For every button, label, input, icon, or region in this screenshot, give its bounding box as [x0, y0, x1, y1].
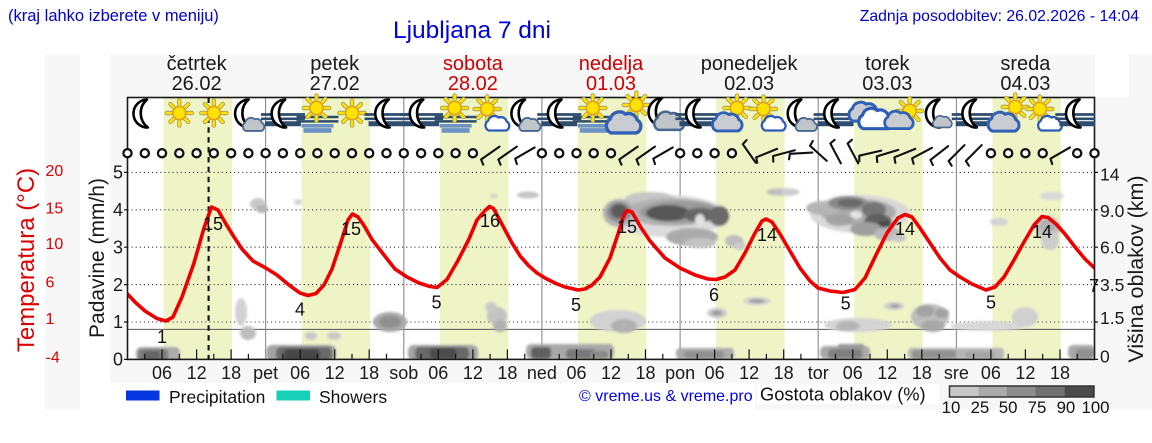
- svg-text:10: 10: [46, 236, 64, 253]
- svg-text:6.0: 6.0: [1100, 237, 1125, 257]
- svg-text:18: 18: [497, 363, 517, 383]
- svg-text:18: 18: [774, 363, 794, 383]
- svg-text:tor: tor: [808, 363, 829, 383]
- svg-text:75: 75: [1028, 398, 1047, 417]
- svg-text:25: 25: [971, 398, 990, 417]
- svg-text:02.03: 02.03: [724, 73, 774, 95]
- svg-text:12: 12: [463, 363, 483, 383]
- svg-text:2: 2: [113, 275, 123, 295]
- svg-text:petek: petek: [310, 53, 360, 75]
- svg-text:1: 1: [157, 327, 167, 347]
- svg-text:ned: ned: [527, 363, 557, 383]
- svg-text:15: 15: [617, 217, 637, 237]
- svg-text:nedelja: nedelja: [579, 53, 644, 75]
- svg-text:© vreme.us & vreme.pro: © vreme.us & vreme.pro: [579, 388, 753, 405]
- svg-text:06: 06: [290, 363, 310, 383]
- svg-text:sob: sob: [389, 363, 418, 383]
- svg-text:0: 0: [1100, 347, 1110, 367]
- svg-text:1: 1: [46, 311, 55, 328]
- svg-text:5: 5: [571, 295, 581, 315]
- svg-text:18: 18: [635, 363, 655, 383]
- svg-text:Gostota oblakov (%): Gostota oblakov (%): [760, 384, 926, 405]
- svg-text:16: 16: [480, 211, 500, 231]
- svg-text:15: 15: [203, 214, 223, 234]
- svg-text:-4: -4: [46, 349, 60, 366]
- svg-text:15: 15: [341, 219, 361, 239]
- svg-text:18: 18: [1050, 363, 1070, 383]
- svg-text:14: 14: [757, 225, 777, 245]
- svg-text:14: 14: [1032, 222, 1052, 242]
- svg-text:5: 5: [986, 293, 996, 313]
- svg-text:Showers: Showers: [319, 387, 387, 407]
- svg-text:Ljubljana 7 dni: Ljubljana 7 dni: [393, 17, 551, 44]
- svg-text:15: 15: [46, 201, 64, 218]
- svg-text:5: 5: [431, 293, 441, 313]
- svg-text:Zadnja posodobitev: 26.02.2026: Zadnja posodobitev: 26.02.2026 - 14:04: [860, 8, 1140, 25]
- svg-text:6: 6: [46, 275, 55, 292]
- svg-text:3: 3: [113, 237, 123, 257]
- svg-text:0: 0: [113, 350, 123, 370]
- svg-text:1.5: 1.5: [1100, 308, 1124, 328]
- svg-text:10: 10: [942, 398, 961, 417]
- svg-text:18: 18: [912, 363, 932, 383]
- svg-text:28.02: 28.02: [448, 73, 498, 95]
- svg-text:torek: torek: [865, 53, 910, 75]
- svg-text:14: 14: [895, 219, 915, 239]
- svg-text:50: 50: [999, 398, 1018, 417]
- svg-text:Padavine (mm/h): Padavine (mm/h): [86, 178, 109, 338]
- svg-text:Temperatura (°C): Temperatura (°C): [13, 168, 40, 352]
- svg-text:12: 12: [739, 363, 759, 383]
- svg-text:12: 12: [1015, 363, 1035, 383]
- svg-text:18: 18: [359, 363, 379, 383]
- svg-text:03.03: 03.03: [862, 73, 912, 95]
- svg-text:12: 12: [187, 363, 207, 383]
- svg-text:sreda: sreda: [1000, 53, 1051, 75]
- svg-text:27.02: 27.02: [310, 73, 360, 95]
- svg-text:90: 90: [1057, 398, 1076, 417]
- svg-text:06: 06: [705, 363, 725, 383]
- svg-text:5: 5: [113, 163, 123, 183]
- svg-text:4: 4: [295, 300, 305, 320]
- svg-text:20: 20: [46, 163, 64, 180]
- svg-text:06: 06: [566, 363, 586, 383]
- svg-text:pon: pon: [665, 363, 695, 383]
- svg-text:06: 06: [981, 363, 1001, 383]
- svg-text:01.03: 01.03: [586, 73, 636, 95]
- svg-text:Precipitation: Precipitation: [169, 387, 265, 407]
- svg-text:1: 1: [113, 312, 123, 332]
- svg-text:četrtek: četrtek: [167, 53, 228, 75]
- svg-text:6: 6: [709, 285, 719, 305]
- svg-text:18: 18: [221, 363, 241, 383]
- svg-text:5: 5: [841, 293, 851, 313]
- svg-text:06: 06: [843, 363, 863, 383]
- svg-text:06: 06: [428, 363, 448, 383]
- svg-text:12: 12: [325, 363, 345, 383]
- svg-text:sre: sre: [944, 363, 969, 383]
- svg-text:06: 06: [152, 363, 172, 383]
- svg-text:3.5: 3.5: [1100, 275, 1124, 295]
- svg-text:Višina oblakov (km): Višina oblakov (km): [1124, 175, 1148, 362]
- svg-text:14: 14: [1100, 165, 1120, 185]
- svg-text:4: 4: [113, 200, 123, 220]
- svg-text:7: 7: [1089, 276, 1099, 296]
- svg-text:100: 100: [1082, 398, 1110, 417]
- svg-text:04.03: 04.03: [1000, 73, 1050, 95]
- svg-text:ponedeljek: ponedeljek: [701, 53, 799, 75]
- svg-text:sobota: sobota: [443, 53, 504, 75]
- svg-text:12: 12: [877, 363, 897, 383]
- svg-text:(kraj lahko izberete v meniju): (kraj lahko izberete v meniju): [8, 7, 219, 25]
- svg-text:12: 12: [601, 363, 621, 383]
- svg-text:pet: pet: [253, 363, 278, 383]
- svg-text:26.02: 26.02: [172, 73, 222, 95]
- svg-text:9.0: 9.0: [1100, 201, 1125, 221]
